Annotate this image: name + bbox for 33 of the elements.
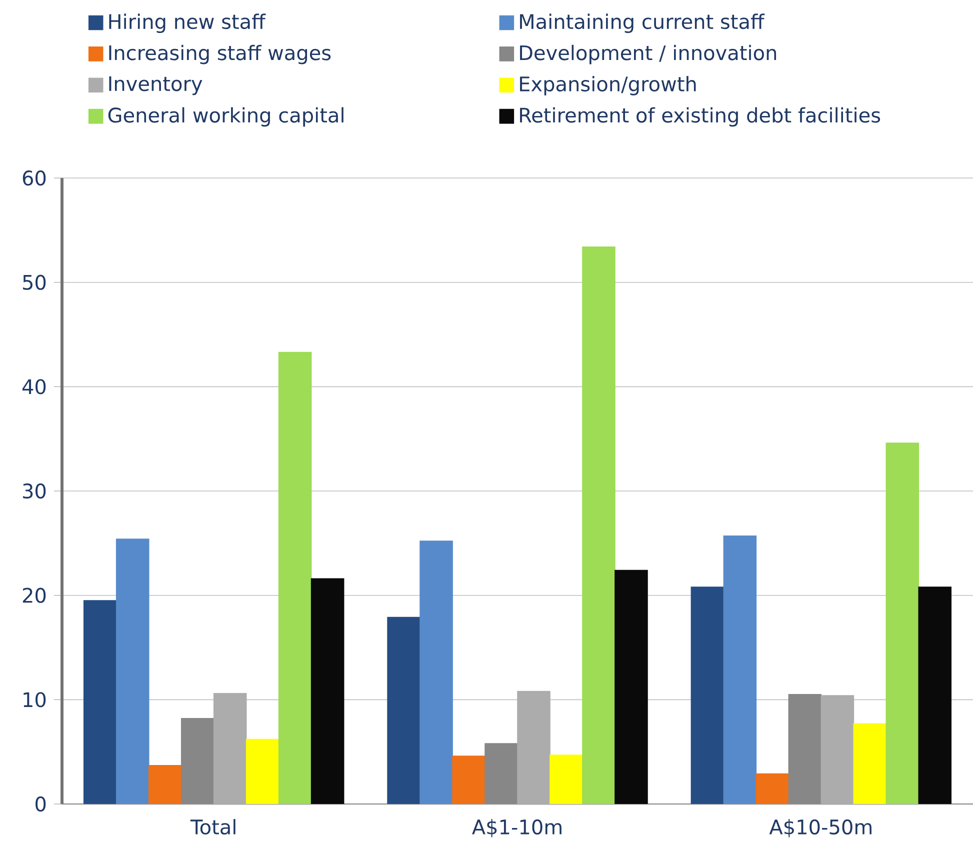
legend-label: Expansion/growth (520, 76, 696, 96)
bar (180, 718, 214, 804)
bar (582, 246, 616, 804)
bar (788, 694, 822, 804)
y-tick-label: 30 (23, 483, 46, 499)
legend-label: Retirement of existing debt facilities (520, 107, 880, 127)
y-tick-label: 20 (22, 588, 46, 603)
bar (116, 538, 150, 804)
y-tick-label: 40 (22, 379, 46, 394)
y-tick-label: 10 (24, 692, 46, 708)
legend-label: Increasing staff wages (109, 44, 331, 64)
bar (420, 540, 453, 804)
x-tick-label: A$1-10m (472, 819, 562, 838)
legend-label: Development / innovation (520, 44, 776, 64)
legend-label: General working capital (108, 107, 344, 127)
y-tick-label: 60 (22, 170, 46, 186)
bar (723, 535, 757, 804)
bar (83, 600, 117, 804)
bar (690, 586, 724, 804)
bar (246, 738, 280, 804)
legend-label: Inventory (109, 76, 202, 96)
bar (550, 754, 583, 804)
y-tick-label: 0 (36, 796, 46, 812)
bar (853, 723, 887, 804)
legend-label: Hiring new staff (109, 14, 266, 34)
bar (886, 442, 920, 804)
bar (387, 616, 420, 804)
bar (278, 352, 312, 804)
x-tick-label: Total (190, 819, 236, 835)
legend-label: Maintaining current staff (520, 14, 765, 34)
bar (484, 743, 518, 804)
x-tick-label: A$10-50m (769, 819, 872, 838)
y-tick-label: 50 (23, 274, 46, 290)
